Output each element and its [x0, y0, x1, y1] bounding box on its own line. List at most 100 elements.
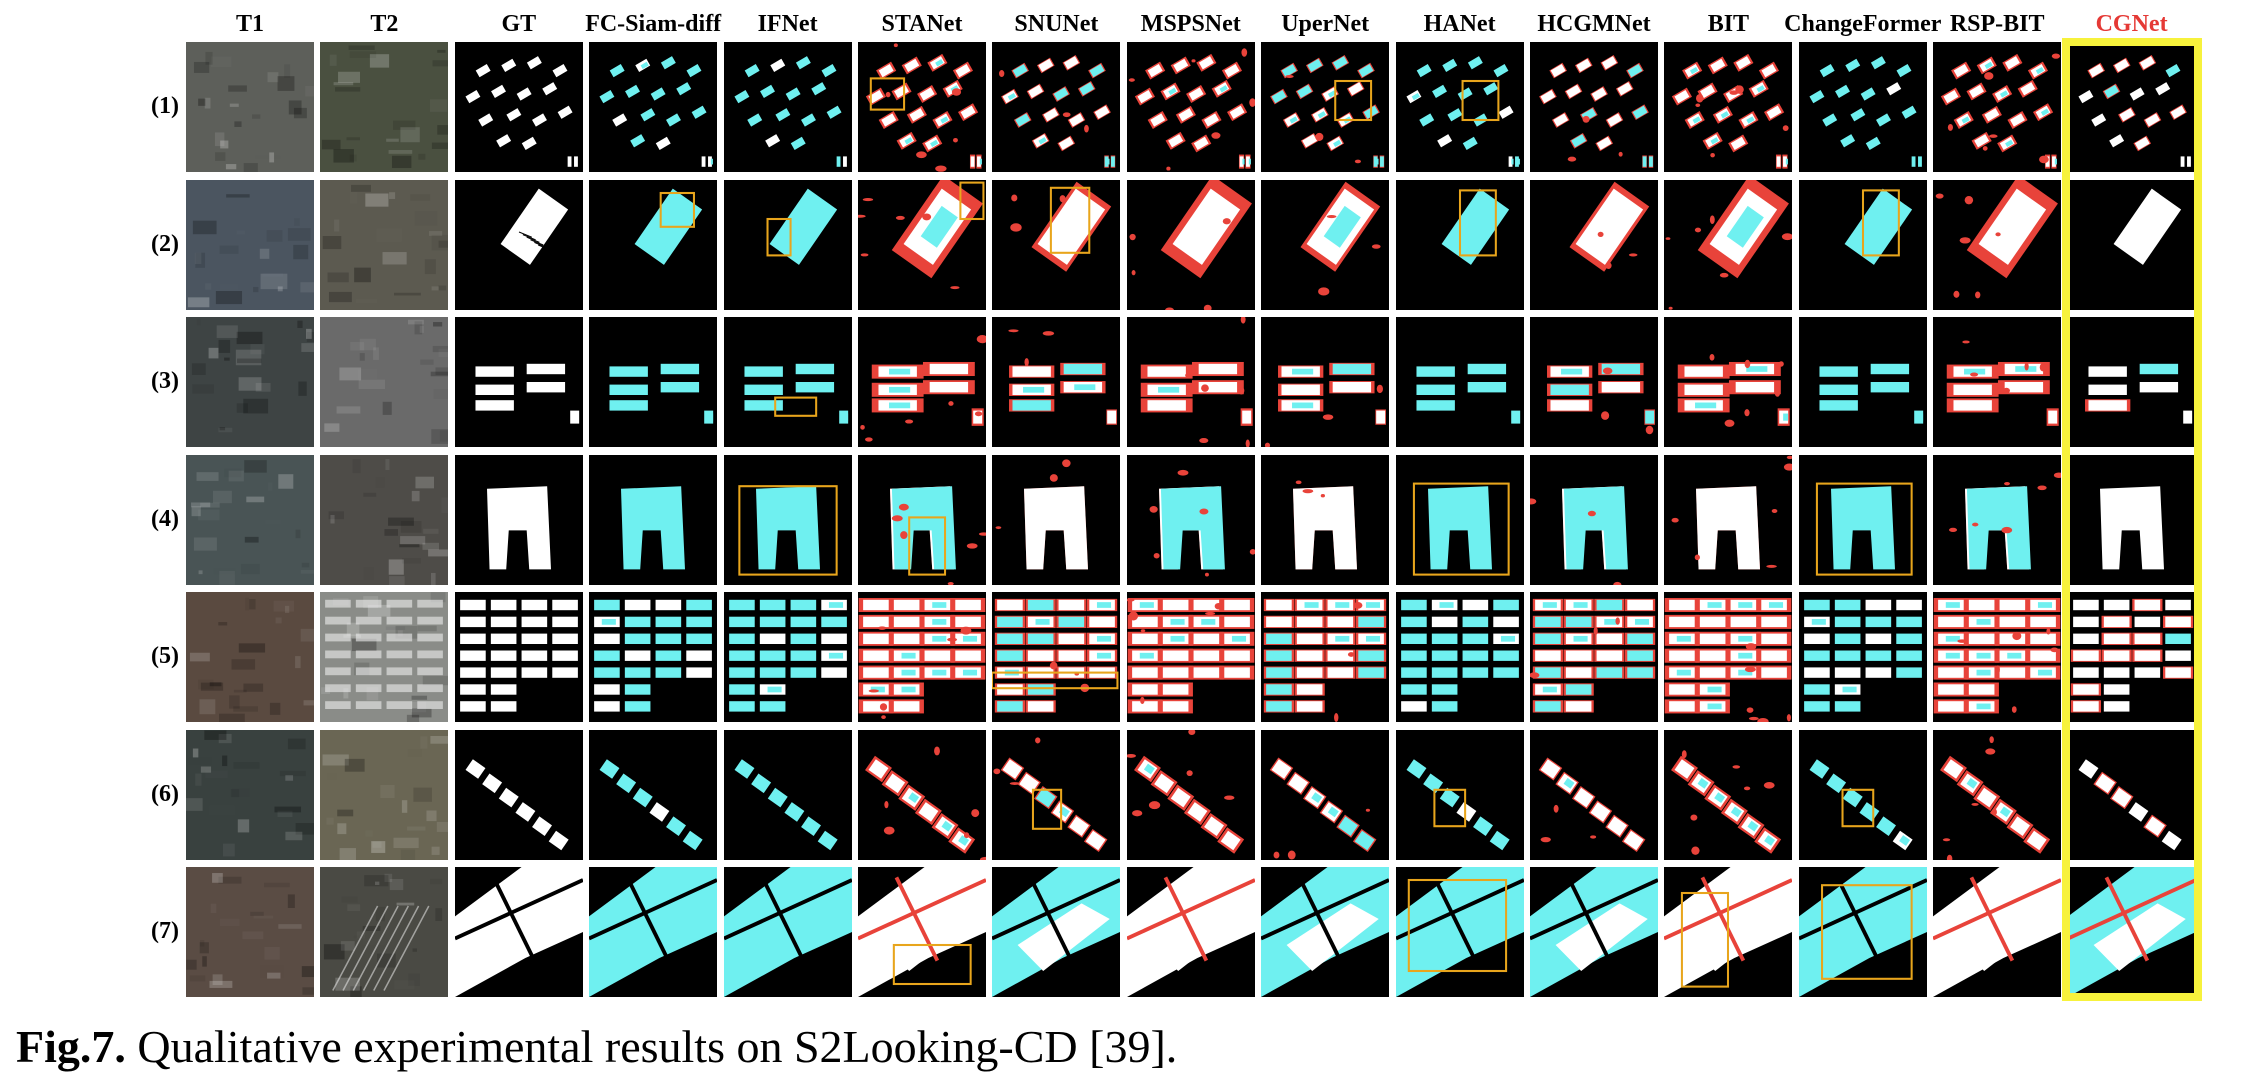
- tile-row-1-changeformer: [1798, 42, 1927, 172]
- tile-row-7-rsp-bit: [1933, 867, 2062, 997]
- column-header-mspsnet: MSPSNet: [1140, 11, 1241, 37]
- row-label-2: (2): [151, 230, 179, 257]
- tile-row-7-hcgmnet: [1530, 867, 1658, 997]
- tile-row-4-ifnet: [723, 454, 852, 585]
- tile-row-4-fc-siam-diff: [589, 454, 718, 585]
- zoom-box: [1820, 884, 1913, 980]
- tile-row-1-mspsnet: [1126, 42, 1255, 172]
- tile-row-7-hanet: [1395, 867, 1524, 997]
- tile-row-4-hcgmnet: [1530, 454, 1658, 585]
- column-header-bit: BIT: [1707, 11, 1750, 37]
- tile-row-3-snunet: [992, 317, 1121, 447]
- tile-row-3-bit: [1664, 317, 1793, 447]
- zoom-box: [908, 515, 947, 576]
- tile-row-4-t1: [186, 454, 314, 585]
- tile-row-6-t2: [320, 729, 449, 860]
- tile-row-6-fc-siam-diff: [589, 729, 718, 860]
- row-label-3: (3): [151, 368, 179, 394]
- zoom-box: [992, 671, 1119, 690]
- zoom-box: [1841, 788, 1875, 827]
- row-label-4: (4): [151, 505, 179, 532]
- tile-row-3-t2: [320, 317, 449, 447]
- tile-row-4-snunet: [992, 454, 1121, 585]
- column-header-ifnet: IFNet: [757, 11, 818, 37]
- tile-row-7-changeformer: [1798, 867, 1927, 997]
- tile-row-5-upernet: [1261, 592, 1390, 722]
- tile-row-6-stanet: [858, 729, 986, 860]
- tile-row-2-snunet: [992, 179, 1121, 310]
- row-label-5: (5): [151, 643, 179, 669]
- zoom-box: [773, 396, 817, 417]
- tile-row-1-bit: [1664, 42, 1793, 172]
- column-header-rsp-bit: RSP-BIT: [1949, 11, 2045, 37]
- zoom-box: [737, 484, 838, 576]
- zoom-box: [1681, 891, 1730, 988]
- column-header-hcgmnet: HCGMNet: [1537, 11, 1651, 37]
- tile-row-6-rsp-bit: [1933, 729, 2062, 860]
- tile-row-3-t1: [186, 317, 314, 447]
- tile-row-3-gt: [454, 317, 583, 447]
- column-header-t1: T1: [235, 11, 264, 37]
- zoom-box: [1050, 186, 1091, 254]
- tile-row-1-hcgmnet: [1530, 42, 1658, 172]
- tile-row-5-hcgmnet: [1530, 592, 1658, 722]
- tile-row-5-mspsnet: [1126, 592, 1255, 722]
- row-label-1: (1): [151, 93, 179, 119]
- column-header-t2: T2: [370, 11, 399, 37]
- tile-row-5-fc-siam-diff: [589, 592, 718, 722]
- tile-row-2-changeformer: [1798, 179, 1927, 310]
- tile-row-4-t2: [320, 454, 449, 585]
- zoom-box: [1334, 79, 1373, 122]
- tile-row-1-hanet: [1395, 42, 1524, 172]
- tile-row-1-t1: [186, 42, 314, 172]
- tile-row-3-stanet: [858, 317, 986, 447]
- tile-row-6-hcgmnet: [1530, 729, 1658, 860]
- tile-row-6-snunet: [992, 729, 1121, 860]
- tile-row-7-fc-siam-diff: [589, 867, 718, 997]
- tile-row-5-t2: [320, 592, 449, 722]
- tile-row-2-stanet: [858, 179, 986, 310]
- tile-row-2-upernet: [1261, 179, 1390, 310]
- tile-row-2-rsp-bit: [1933, 179, 2062, 310]
- row-label-7: (7): [151, 918, 179, 944]
- tile-row-6-gt: [454, 729, 583, 860]
- tile-row-4-mspsnet: [1126, 454, 1255, 585]
- tile-row-5-cgnet: [2067, 592, 2196, 722]
- tile-row-1-rsp-bit: [1933, 42, 2062, 172]
- tile-row-2-t2: [320, 179, 449, 310]
- row-label-6: (6): [151, 780, 179, 807]
- tile-row-3-changeformer: [1798, 317, 1927, 447]
- zoom-box: [766, 217, 792, 256]
- zoom-box: [959, 181, 985, 220]
- tile-row-3-mspsnet: [1126, 317, 1255, 447]
- tile-row-6-bit: [1664, 729, 1793, 860]
- column-header-gt: GT: [501, 11, 537, 37]
- tile-row-2-fc-siam-diff: [589, 179, 718, 310]
- zoom-box: [659, 191, 696, 228]
- tile-row-5-hanet: [1395, 592, 1524, 722]
- tile-row-3-ifnet: [723, 317, 852, 447]
- tile-row-5-rsp-bit: [1933, 592, 2062, 722]
- tile-row-7-stanet: [858, 867, 986, 997]
- tile-row-6-upernet: [1261, 729, 1390, 860]
- caption-text: Qualitative experimental results on S2Lo…: [125, 1021, 1178, 1072]
- tile-row-3-upernet: [1261, 317, 1390, 447]
- tile-row-4-stanet: [858, 454, 986, 585]
- tile-row-5-stanet: [858, 592, 986, 722]
- tile-row-1-fc-siam-diff: [589, 42, 718, 172]
- tile-row-6-changeformer: [1798, 729, 1927, 860]
- tile-row-2-t1: [186, 179, 314, 310]
- zoom-box: [892, 943, 972, 986]
- figure-caption: Fig.7. Qualitative experimental results …: [16, 1020, 1177, 1073]
- tile-row-1-ifnet: [723, 42, 852, 172]
- tile-row-4-changeformer: [1798, 454, 1927, 585]
- tile-row-3-hanet: [1395, 317, 1524, 447]
- tile-row-7-t2: [320, 867, 449, 997]
- tile-row-7-upernet: [1261, 867, 1390, 997]
- zoom-box: [1432, 788, 1466, 827]
- tile-row-2-mspsnet: [1126, 179, 1255, 310]
- tile-row-1-t2: [320, 42, 449, 172]
- caption-label: Fig.7.: [16, 1021, 126, 1072]
- zoom-box: [1458, 188, 1497, 256]
